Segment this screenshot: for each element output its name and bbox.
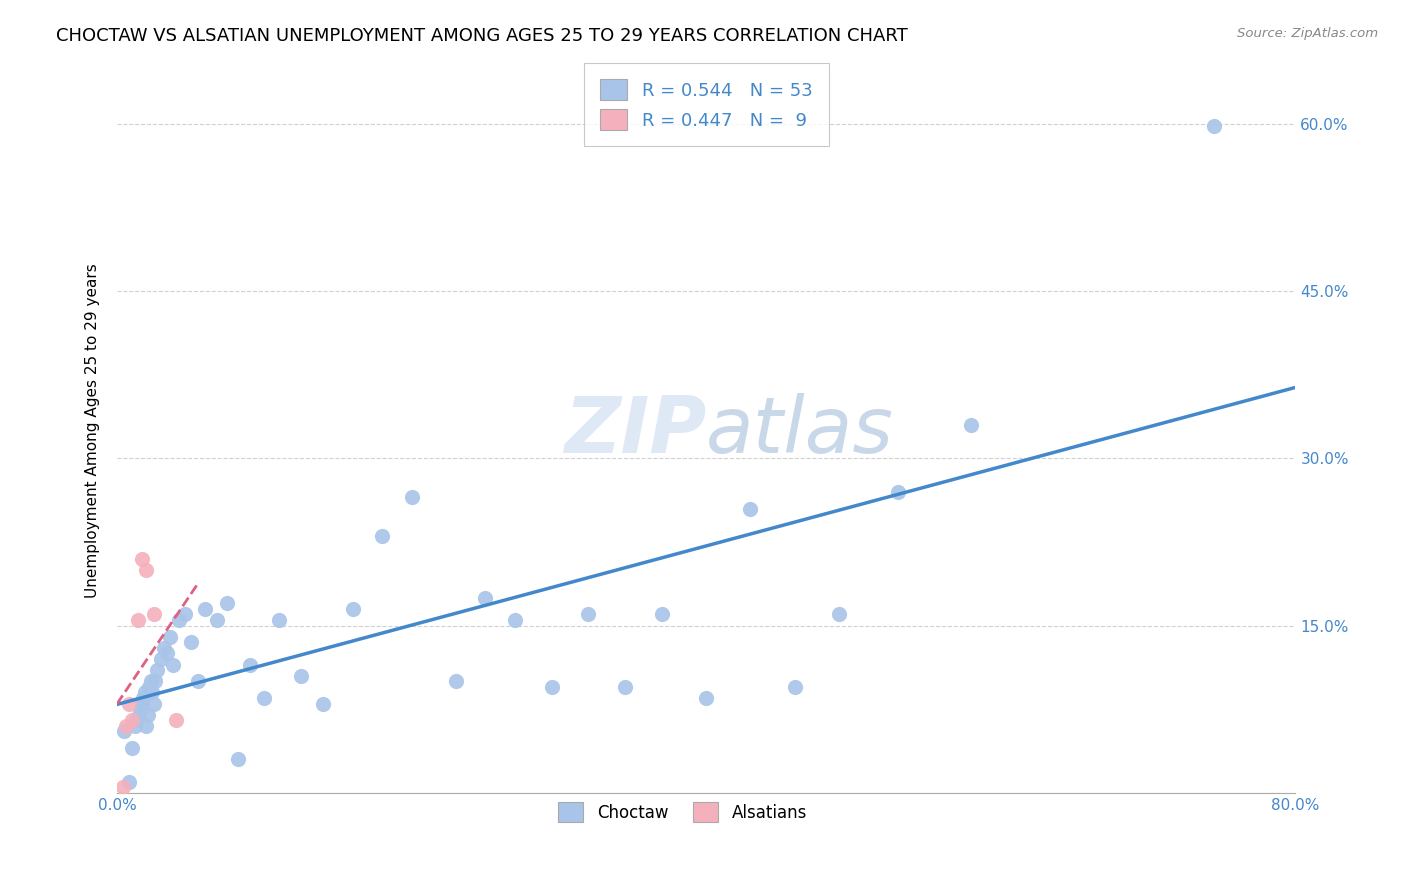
Point <box>150 652 173 666</box>
Point <box>121 741 143 756</box>
Point <box>614 680 637 694</box>
Point <box>205 613 228 627</box>
Point <box>135 719 157 733</box>
Point <box>153 640 176 655</box>
Point <box>444 674 467 689</box>
Legend: Choctaw, Alsatians: Choctaw, Alsatians <box>546 789 820 835</box>
Point <box>695 690 717 705</box>
Point <box>118 697 141 711</box>
Point <box>740 501 762 516</box>
Point <box>138 680 160 694</box>
Point <box>401 491 423 505</box>
Point <box>217 596 239 610</box>
Point <box>127 613 149 627</box>
Point <box>238 657 260 672</box>
Point <box>267 613 290 627</box>
Y-axis label: Unemployment Among Ages 25 to 29 years: Unemployment Among Ages 25 to 29 years <box>86 263 100 598</box>
Point <box>474 591 496 605</box>
Text: ZIP: ZIP <box>564 392 706 468</box>
Point <box>290 668 312 682</box>
Point <box>132 690 155 705</box>
Point <box>131 697 153 711</box>
Point <box>118 774 141 789</box>
Point <box>128 707 150 722</box>
Point <box>576 607 599 622</box>
Point <box>111 780 134 794</box>
Text: Source: ZipAtlas.com: Source: ZipAtlas.com <box>1237 27 1378 40</box>
Point <box>253 690 276 705</box>
Point <box>134 685 156 699</box>
Point <box>114 719 136 733</box>
Point <box>112 724 135 739</box>
Point <box>651 607 673 622</box>
Point <box>783 680 806 694</box>
Point <box>129 702 152 716</box>
Point <box>142 697 165 711</box>
Text: CHOCTAW VS ALSATIAN UNEMPLOYMENT AMONG AGES 25 TO 29 YEARS CORRELATION CHART: CHOCTAW VS ALSATIAN UNEMPLOYMENT AMONG A… <box>56 27 908 45</box>
Point <box>121 713 143 727</box>
Point <box>167 613 190 627</box>
Point <box>159 630 181 644</box>
Point <box>371 529 394 543</box>
Point <box>141 685 163 699</box>
Point <box>540 680 562 694</box>
Point <box>194 602 217 616</box>
Point <box>162 657 184 672</box>
Text: atlas: atlas <box>706 392 894 468</box>
Point <box>125 713 148 727</box>
Point <box>1204 120 1226 134</box>
Point <box>145 663 167 677</box>
Point <box>173 607 195 622</box>
Point <box>131 551 153 566</box>
Point <box>960 417 983 432</box>
Point <box>828 607 851 622</box>
Point <box>139 674 162 689</box>
Point <box>312 697 335 711</box>
Point <box>142 607 165 622</box>
Point <box>143 674 166 689</box>
Point <box>124 719 146 733</box>
Point <box>226 752 249 766</box>
Point <box>886 484 908 499</box>
Point <box>165 713 187 727</box>
Point <box>156 647 179 661</box>
Point <box>342 602 364 616</box>
Point <box>135 563 157 577</box>
Point <box>180 635 202 649</box>
Point <box>136 707 159 722</box>
Point <box>187 674 209 689</box>
Point <box>503 613 526 627</box>
